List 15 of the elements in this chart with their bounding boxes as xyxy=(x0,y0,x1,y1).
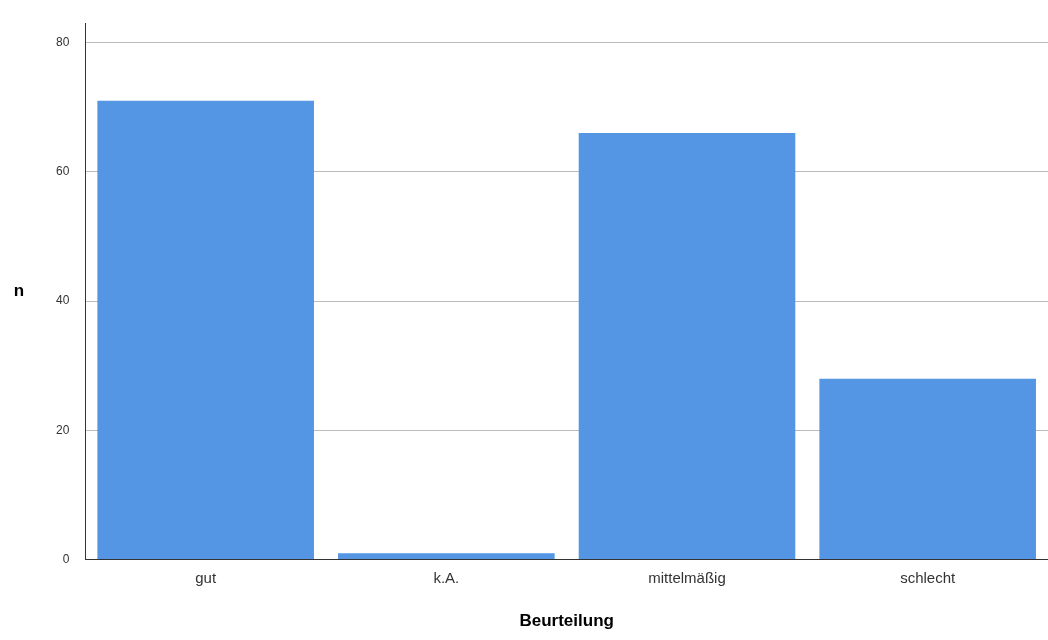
y-tick-label: 60 xyxy=(55,164,70,179)
y-tick-label: 0 xyxy=(62,551,70,566)
y-tick-label: 20 xyxy=(55,422,70,437)
bar xyxy=(338,553,555,560)
x-tick-label: mittelmäßig xyxy=(648,568,726,586)
x-axis-title: Beurteilung xyxy=(519,611,614,631)
y-tick-label: 40 xyxy=(55,293,70,308)
x-tick-label: k.A. xyxy=(433,568,460,586)
bar xyxy=(578,133,796,560)
bar xyxy=(97,100,314,560)
bar xyxy=(819,378,1036,560)
y-axis-title: n xyxy=(13,281,25,301)
y-tick-label: 80 xyxy=(55,34,70,49)
x-tick-label: schlecht xyxy=(900,568,957,586)
x-tick-label: gut xyxy=(195,568,217,586)
